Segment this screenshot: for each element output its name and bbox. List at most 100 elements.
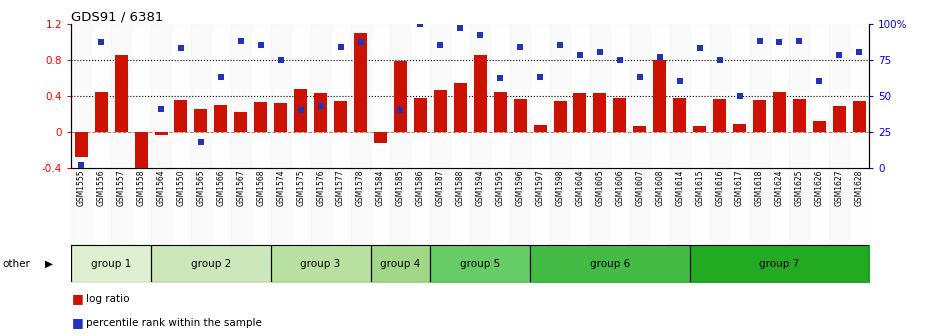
Bar <box>91 168 111 245</box>
Bar <box>215 105 227 132</box>
Bar <box>590 168 610 245</box>
Bar <box>710 168 730 245</box>
Bar <box>271 168 291 245</box>
Bar <box>470 168 490 245</box>
Point <box>632 74 647 80</box>
Point <box>332 44 348 49</box>
Bar <box>231 168 251 245</box>
Bar <box>71 168 91 245</box>
Bar <box>195 109 207 132</box>
Text: GSM1585: GSM1585 <box>396 170 405 206</box>
Bar <box>670 168 690 245</box>
Point <box>293 108 308 113</box>
Point <box>751 38 767 44</box>
Text: GSM1550: GSM1550 <box>177 170 185 206</box>
Point <box>233 38 248 44</box>
Bar <box>251 24 271 168</box>
Bar <box>813 121 826 132</box>
Bar <box>534 125 546 132</box>
Text: log ratio: log ratio <box>86 294 129 304</box>
Point <box>831 53 846 58</box>
Bar <box>849 168 869 245</box>
Text: GSM1615: GSM1615 <box>695 170 704 206</box>
Bar <box>131 168 151 245</box>
Bar <box>474 55 486 132</box>
Text: GSM1557: GSM1557 <box>117 170 125 206</box>
Bar <box>351 168 370 245</box>
Bar <box>131 24 151 168</box>
Point <box>512 44 527 49</box>
Text: GSM1626: GSM1626 <box>815 170 824 206</box>
Text: GSM1597: GSM1597 <box>536 170 544 206</box>
Bar <box>650 168 670 245</box>
Bar <box>833 106 846 132</box>
Text: GSM1606: GSM1606 <box>616 170 624 206</box>
Bar <box>829 24 849 168</box>
Point <box>552 43 567 48</box>
Bar <box>554 101 566 132</box>
Bar <box>191 168 211 245</box>
Bar <box>809 168 829 245</box>
Bar <box>550 24 570 168</box>
Bar <box>454 83 466 132</box>
Point <box>532 74 547 80</box>
Bar <box>251 168 271 245</box>
Bar <box>75 132 87 157</box>
Text: GSM1575: GSM1575 <box>296 170 305 206</box>
Bar <box>770 168 789 245</box>
Bar <box>490 24 510 168</box>
Point <box>732 93 747 98</box>
Bar <box>650 24 670 168</box>
Point <box>313 103 328 109</box>
Text: GSM1588: GSM1588 <box>456 170 465 206</box>
Point <box>372 0 388 2</box>
Bar <box>191 24 211 168</box>
Point <box>851 50 866 55</box>
Bar <box>255 102 267 132</box>
Text: GSM1556: GSM1556 <box>97 170 105 206</box>
Text: GSM1555: GSM1555 <box>77 170 86 206</box>
Bar <box>151 168 171 245</box>
Bar <box>610 168 630 245</box>
Text: GSM1617: GSM1617 <box>735 170 744 206</box>
Bar <box>211 168 231 245</box>
Bar <box>151 24 171 168</box>
Text: GSM1614: GSM1614 <box>675 170 684 206</box>
Bar <box>430 24 450 168</box>
Text: GSM1564: GSM1564 <box>157 170 165 206</box>
Point <box>771 40 787 45</box>
Bar <box>753 100 766 132</box>
Text: GSM1558: GSM1558 <box>137 170 145 206</box>
Text: GSM1596: GSM1596 <box>516 170 524 206</box>
Bar <box>291 168 311 245</box>
Bar <box>634 126 646 132</box>
Text: group 4: group 4 <box>380 259 421 269</box>
Bar <box>331 168 351 245</box>
Text: GSM1598: GSM1598 <box>556 170 564 206</box>
Bar <box>211 24 231 168</box>
Bar <box>394 60 407 132</box>
Bar <box>390 168 410 245</box>
Bar <box>414 97 427 132</box>
Text: group 5: group 5 <box>460 259 501 269</box>
Text: GSM1576: GSM1576 <box>316 170 325 206</box>
Bar <box>171 24 191 168</box>
Bar <box>773 92 786 132</box>
Text: GSM1627: GSM1627 <box>835 170 844 206</box>
Bar <box>829 168 849 245</box>
Point <box>452 25 467 31</box>
Bar <box>370 168 390 245</box>
Bar <box>674 97 686 132</box>
Text: percentile rank within the sample: percentile rank within the sample <box>86 318 261 328</box>
Bar <box>574 93 586 132</box>
Bar <box>789 24 809 168</box>
Point <box>572 53 587 58</box>
Bar <box>231 24 251 168</box>
Bar <box>314 93 327 132</box>
Bar <box>690 168 710 245</box>
Bar <box>450 168 470 245</box>
Bar <box>610 24 630 168</box>
Bar <box>793 99 806 132</box>
Text: group 1: group 1 <box>91 259 131 269</box>
Bar <box>730 24 750 168</box>
